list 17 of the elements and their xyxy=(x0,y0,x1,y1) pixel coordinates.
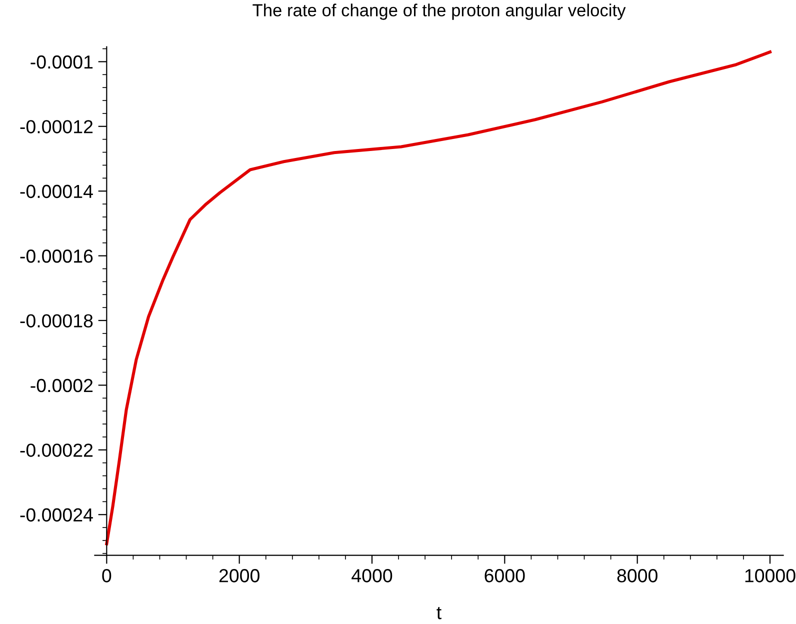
line-series xyxy=(105,50,772,546)
x-tick-label: 8000 xyxy=(617,569,658,582)
x-tick-label: 2000 xyxy=(219,569,260,582)
y-tick-label: -0.0001 xyxy=(30,55,93,69)
y-tick-label: -0.0002 xyxy=(30,378,93,392)
x-tick-label: 4000 xyxy=(352,569,392,582)
x-axis-title: t xyxy=(436,606,442,620)
x-tick-label: 6000 xyxy=(484,569,525,582)
y-tick-label: -0.00014 xyxy=(20,184,93,198)
y-tick-label: -0.00024 xyxy=(20,508,93,522)
chart-title: The rate of change of the proton angular velocity xyxy=(252,4,626,20)
y-tick-label: -0.00012 xyxy=(20,120,93,134)
y-tick-label: -0.00016 xyxy=(20,249,93,263)
x-tick-label: 0 xyxy=(102,569,112,582)
x-tick-label: 10000 xyxy=(745,569,796,582)
y-tick-label: -0.00022 xyxy=(20,444,93,457)
y-tick-label: -0.00018 xyxy=(20,314,93,328)
